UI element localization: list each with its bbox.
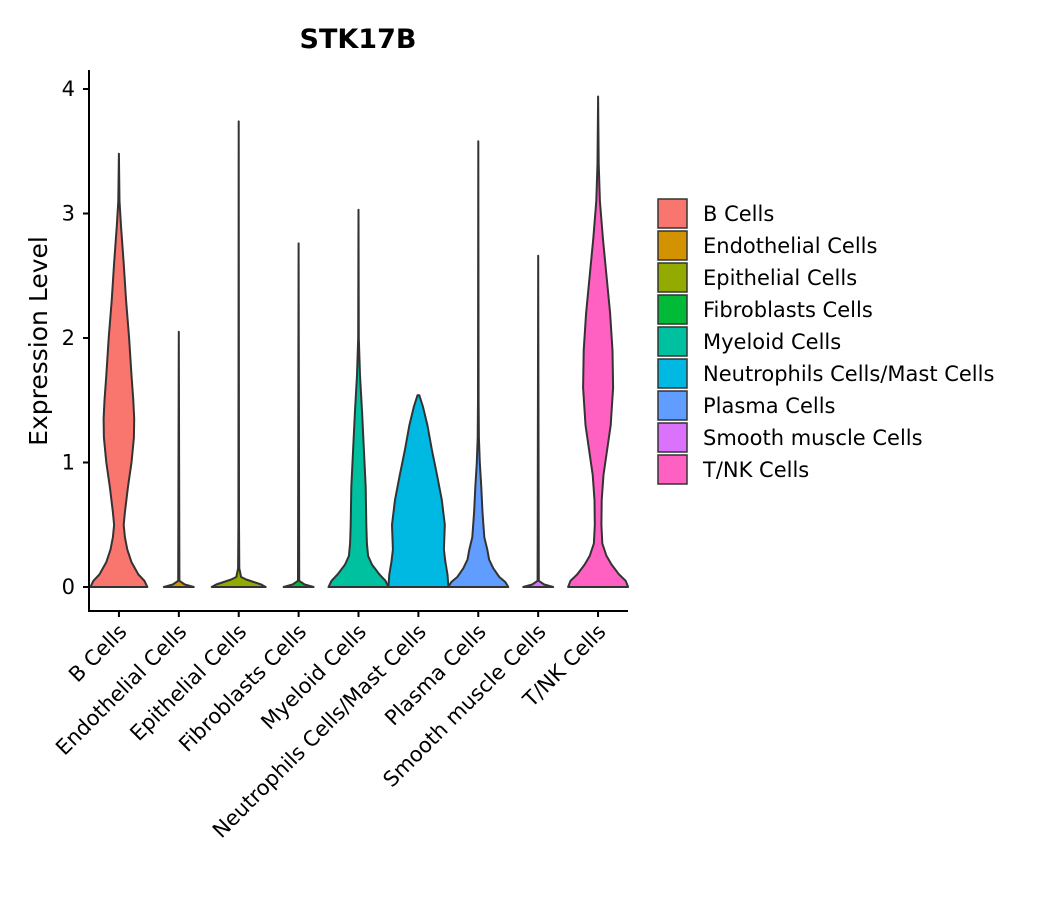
legend-swatch-neutrophils-cells-mast-cells xyxy=(657,358,688,389)
violin-fibroblasts-cells xyxy=(282,242,315,588)
y-axis-label: Expression Level xyxy=(24,236,53,446)
violin-smooth-muscle-cells xyxy=(522,254,555,588)
legend-swatch-plasma-cells xyxy=(657,390,688,421)
legend-label: Epithelial Cells xyxy=(703,266,857,290)
chart-title: STK17B xyxy=(300,24,417,55)
legend-swatch-t-nk-cells xyxy=(657,454,688,485)
legend-swatch-epithelial-cells xyxy=(657,262,688,293)
legend: B Cells Endothelial Cells Epithelial Cells… xyxy=(657,198,994,485)
legend-label: Smooth muscle Cells xyxy=(703,426,923,450)
legend-swatch-smooth-muscle-cells xyxy=(657,422,688,453)
violin-neutrophils-cells-mast-cells xyxy=(387,394,450,588)
legend-swatch-myeloid-cells xyxy=(657,326,688,357)
y-tick-label: 3 xyxy=(62,202,75,226)
legend-label: Endothelial Cells xyxy=(703,234,877,258)
legend-swatch-endothelial-cells xyxy=(657,230,688,261)
legend-label: Fibroblasts Cells xyxy=(703,298,873,322)
violin-b-cells xyxy=(89,152,149,588)
legend-swatch-b-cells xyxy=(657,198,688,229)
x-tick-label: Myeloid Cells xyxy=(256,620,371,735)
y-tick-label: 0 xyxy=(62,575,75,599)
violin-endothelial-cells xyxy=(162,330,195,588)
y-ticks-group: 0 1 2 3 4 xyxy=(62,77,89,599)
y-tick-label: 1 xyxy=(62,451,75,475)
violin-t-nk-cells xyxy=(567,95,630,588)
legend-label: Neutrophils Cells/Mast Cells xyxy=(703,362,994,386)
y-tick-label: 4 xyxy=(62,77,75,101)
y-tick-label: 2 xyxy=(62,326,75,350)
violins-group xyxy=(89,95,630,588)
legend-label: T/NK Cells xyxy=(702,458,809,482)
violin-myeloid-cells xyxy=(327,208,390,588)
violin-plasma-cells xyxy=(447,140,510,588)
legend-label: Myeloid Cells xyxy=(703,330,841,354)
legend-swatch-fibroblasts-cells xyxy=(657,294,688,325)
legend-label: B Cells xyxy=(703,202,774,226)
violin-epithelial-cells xyxy=(210,120,267,588)
legend-label: Plasma Cells xyxy=(703,394,836,418)
